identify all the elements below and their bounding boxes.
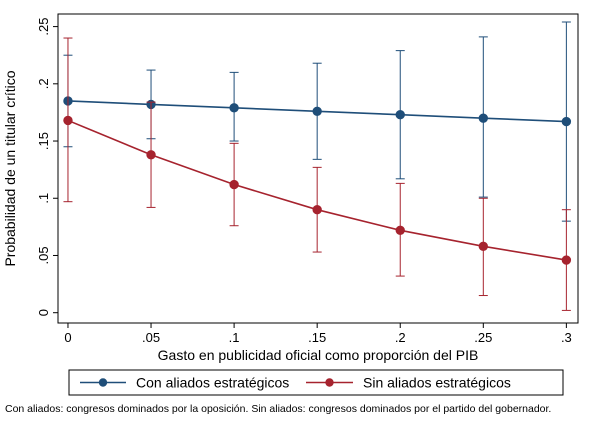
- series-layer: [63, 21, 572, 311]
- x-tick-label: .2: [395, 330, 406, 345]
- data-point: [146, 150, 156, 160]
- y-tick-label: .25: [36, 18, 51, 36]
- x-tick-label: .25: [474, 330, 492, 345]
- legend-label: Sin aliados estratégicos: [363, 375, 511, 391]
- x-tick-label: .05: [142, 330, 160, 345]
- legend-item-1: Con aliados estratégicos: [80, 375, 289, 391]
- legend: Con aliados estratégicos Sin aliados estr…: [68, 369, 564, 396]
- chart: 0 .05 .1 .15 .2 .25 0 .05 .1 .15 .2 .25 .3 Gasto en…: [2, 13, 579, 396]
- x-tick-label: .1: [229, 330, 240, 345]
- x-tick-label: 0: [64, 330, 71, 345]
- y-tick-label: 0: [36, 309, 51, 316]
- data-point: [395, 110, 405, 120]
- y-tick-label: .2: [36, 78, 51, 89]
- y-tick-label: .05: [36, 246, 51, 264]
- x-tick-label: .15: [308, 330, 326, 345]
- data-point: [312, 205, 322, 215]
- legend-item-2: Sin aliados estratégicos: [306, 375, 511, 391]
- data-point: [229, 103, 239, 113]
- data-point: [478, 241, 489, 252]
- footnote: Con aliados: congresos dominados por la …: [5, 403, 552, 415]
- x-axis: 0 .05 .1 .15 .2 .25 .3: [64, 323, 572, 345]
- y-tick-label: .15: [36, 132, 51, 150]
- plot-frame: [57, 13, 579, 324]
- data-point: [561, 116, 572, 127]
- x-tick-label: .3: [561, 330, 572, 345]
- data-point: [561, 255, 572, 265]
- y-axis-label: Probabilidad de un titular crítico: [2, 70, 18, 266]
- data-point: [395, 225, 405, 236]
- legend-marker: [98, 378, 108, 387]
- legend-label: Con aliados estratégicos: [136, 375, 289, 391]
- data-point: [478, 113, 489, 123]
- series-2: [63, 37, 572, 311]
- plot-area: [57, 13, 579, 324]
- data-point: [312, 106, 322, 116]
- legend-marker: [325, 378, 334, 387]
- x-axis-label: Gasto en publicidad oficial como proporc…: [158, 347, 479, 363]
- data-point: [63, 115, 73, 126]
- data-point: [229, 179, 239, 190]
- y-axis: 0 .05 .1 .15 .2 .25: [36, 18, 58, 316]
- y-tick-label: .1: [36, 193, 51, 204]
